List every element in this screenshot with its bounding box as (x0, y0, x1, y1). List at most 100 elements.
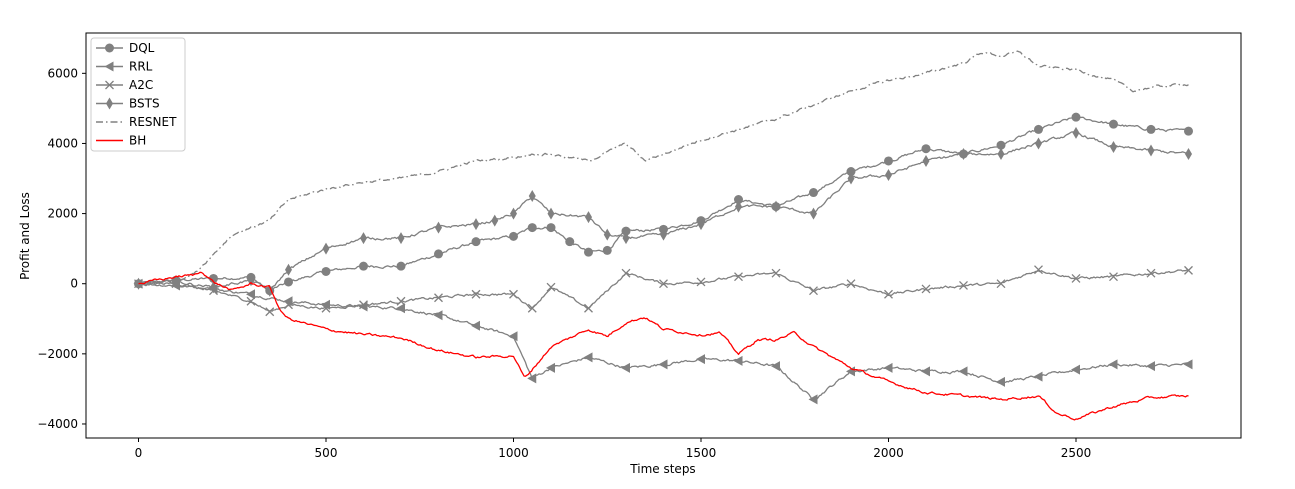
data-point (658, 359, 668, 370)
y-tick-label: −4000 (37, 417, 78, 431)
data-point (358, 301, 368, 312)
legend-entry-resnet: RESNET (96, 115, 177, 129)
data-point (284, 300, 293, 310)
data-point (321, 266, 331, 276)
data-point (583, 352, 593, 363)
x-tick-label: 2500 (1061, 446, 1092, 460)
data-point (847, 172, 855, 185)
data-point (921, 366, 930, 377)
data-point (508, 331, 518, 342)
data-point (396, 303, 405, 314)
series-line-a2c (138, 269, 1189, 312)
legend-marker (105, 80, 114, 90)
data-point (1146, 361, 1155, 372)
data-point (885, 169, 892, 182)
plot-area (85, 32, 1242, 439)
series-markers-a2c (134, 265, 1193, 317)
data-point (621, 226, 631, 236)
data-point (622, 232, 630, 245)
x-tick-label: 500 (315, 446, 338, 460)
data-point (528, 190, 536, 203)
data-point (846, 167, 856, 177)
legend-marker (106, 97, 113, 110)
data-point (697, 218, 705, 231)
data-point (584, 303, 593, 313)
data-point (883, 362, 893, 373)
data-point (809, 188, 818, 198)
data-point (471, 320, 480, 331)
data-point (772, 200, 780, 213)
data-point (809, 286, 818, 296)
data-point (359, 261, 368, 271)
y-tick-label: 0 (70, 277, 78, 291)
x-axis: 0 500 1000 1500 2000 2500 (135, 438, 1092, 460)
data-point (1072, 126, 1080, 139)
data-point (285, 263, 292, 276)
data-point (284, 277, 293, 287)
data-point (527, 303, 537, 313)
y-axis: −4000 −2000 0 2000 4000 6000 (37, 66, 86, 431)
data-point (602, 245, 612, 255)
data-point (922, 154, 930, 167)
data-point (1184, 126, 1193, 136)
legend-marker (104, 61, 114, 72)
x-tick-label: 1000 (498, 446, 529, 460)
data-point (471, 237, 481, 247)
data-point (397, 232, 405, 245)
data-point (435, 221, 442, 234)
data-point (1185, 147, 1192, 160)
data-point (1071, 112, 1081, 122)
data-point (660, 228, 667, 241)
data-point (246, 296, 256, 306)
data-point (1071, 364, 1080, 375)
data-point (584, 247, 593, 257)
data-point (1071, 273, 1081, 283)
y-axis-label: Profit and Loss (18, 192, 32, 280)
data-point (209, 273, 218, 283)
data-point (1147, 144, 1155, 157)
data-point (958, 366, 968, 377)
data-point (603, 228, 611, 241)
data-point (322, 242, 330, 255)
x-tick-label: 2000 (873, 446, 904, 460)
data-point (585, 211, 592, 224)
data-point (771, 268, 781, 278)
data-point (846, 279, 856, 289)
data-point (1109, 119, 1118, 129)
data-point (266, 284, 274, 297)
legend-entry-bh: BH (96, 134, 146, 148)
data-point (959, 281, 968, 290)
data-point (1109, 272, 1118, 282)
data-point (621, 362, 630, 373)
data-point (621, 268, 631, 278)
data-point (1034, 124, 1043, 134)
data-point (1108, 359, 1118, 370)
data-point (321, 303, 331, 313)
series-line-bsts (138, 130, 1189, 291)
legend-label: BH (129, 134, 146, 148)
y-tick-label: 2000 (47, 207, 78, 221)
data-point (960, 147, 967, 160)
data-point (996, 140, 1006, 150)
data-point (771, 361, 780, 372)
series-layer (133, 50, 1193, 421)
legend: DQL RRL A2C BSTS RESNET BH (90, 37, 186, 152)
data-point (1183, 359, 1193, 370)
data-point (546, 362, 555, 373)
data-point (527, 373, 537, 384)
data-point (546, 282, 556, 292)
data-point (433, 310, 443, 321)
data-point (359, 300, 368, 310)
data-point (546, 223, 556, 233)
data-point (547, 207, 555, 220)
plot-frame (85, 32, 1242, 439)
series-resnet (138, 50, 1189, 286)
series-rrl (133, 278, 1193, 405)
data-point (509, 289, 518, 299)
series-markers-rrl (133, 278, 1193, 405)
legend-entry-a2c: A2C (96, 78, 153, 92)
series-a2c (134, 265, 1193, 317)
data-point (491, 214, 499, 227)
data-point (735, 200, 742, 213)
